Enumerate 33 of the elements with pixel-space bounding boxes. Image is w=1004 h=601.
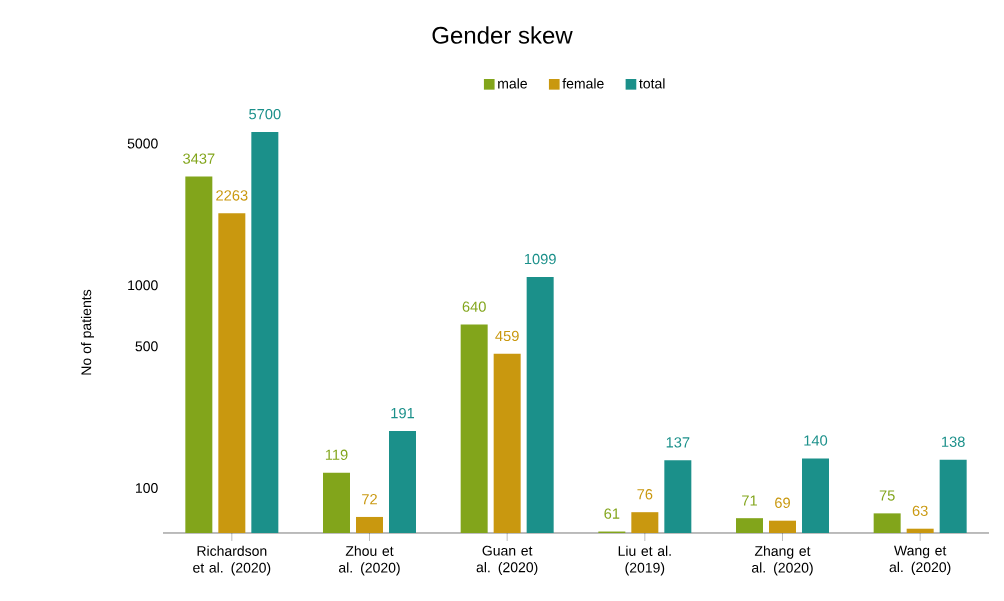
data-label: 137 <box>666 437 690 448</box>
data-label: 61 <box>604 508 620 519</box>
data-label: 5700 <box>249 108 281 120</box>
data-label: 459 <box>495 330 519 342</box>
data-label: 3437 <box>183 153 215 164</box>
data-label: 69 <box>775 497 790 508</box>
x-tick-label: Wang et al. (2020) <box>889 545 951 575</box>
x-tick-label: Guan et al. (2020) <box>476 545 538 576</box>
y-axis-title: No of patients <box>80 289 94 375</box>
data-label: 2263 <box>216 190 248 201</box>
data-label: 119 <box>325 449 348 460</box>
x-tick-label: Richardson et al. (2020) <box>193 545 271 576</box>
data-label: 72 <box>362 494 377 505</box>
data-label: 1099 <box>524 253 556 265</box>
y-tick-label: 100 <box>136 483 158 493</box>
legend-label: male <box>498 78 527 89</box>
y-tick-label: 5000 <box>127 138 158 149</box>
y-tick-label: 1000 <box>128 280 158 291</box>
legend-label: female <box>562 78 604 89</box>
data-label: 138 <box>942 436 965 447</box>
data-label: 191 <box>391 407 415 419</box>
legend-label: total <box>639 78 665 89</box>
data-label: 140 <box>804 435 828 446</box>
data-label: 71 <box>742 495 757 506</box>
data-label: 75 <box>879 490 895 501</box>
y-tick-label: 500 <box>135 341 158 352</box>
data-label: 640 <box>462 301 486 312</box>
x-tick-label: Zhang et al. (2020) <box>751 545 813 576</box>
data-label: 76 <box>637 489 653 500</box>
x-tick-label: Zhou et al. (2020) <box>338 545 400 576</box>
data-label: 63 <box>912 505 928 516</box>
x-tick-label: Liu et al. (2019) <box>618 545 671 576</box>
chart-title: Gender skew <box>432 26 573 44</box>
